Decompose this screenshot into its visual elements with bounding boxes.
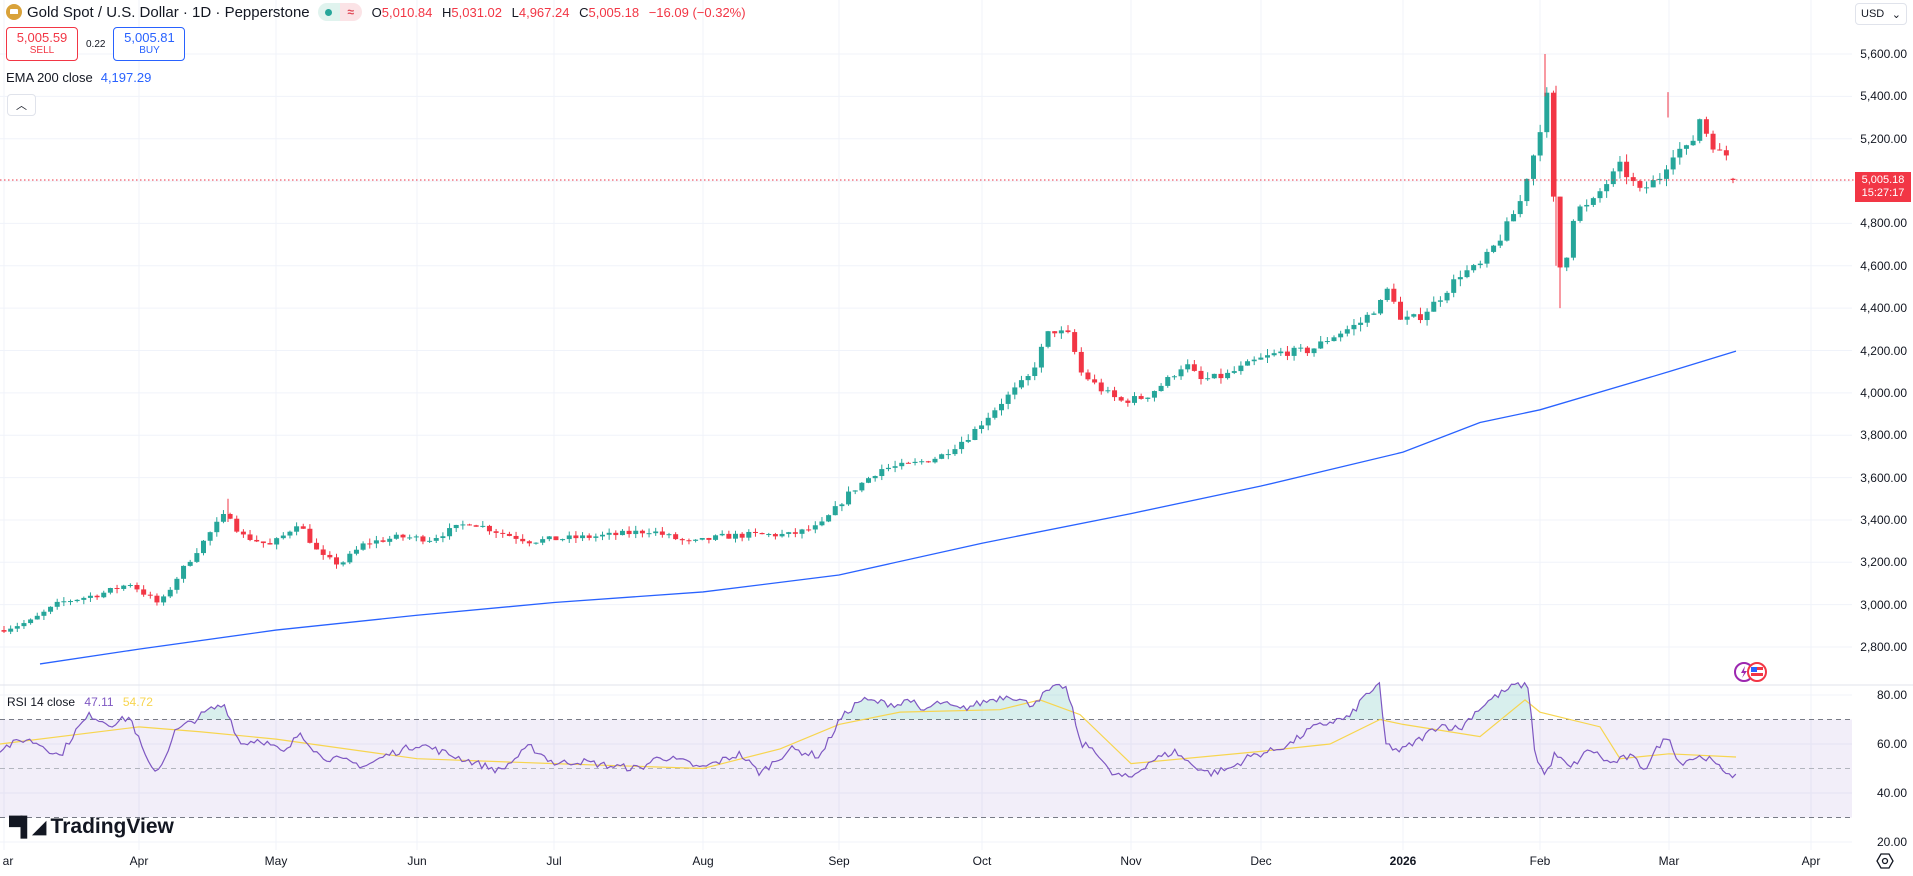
rsi-overbought-fill: [0, 682, 1736, 720]
time-axis-label: Feb: [1529, 854, 1551, 868]
chevron-down-icon: ⌄: [1891, 8, 1901, 21]
change-value: −16.09 (−0.32%): [648, 4, 746, 20]
settings-icon[interactable]: [1876, 852, 1894, 870]
time-axis-label: Sep: [828, 854, 850, 868]
price-axis-label: 5,600.00: [1860, 47, 1907, 61]
price-axis-label: 3,000.00: [1860, 597, 1907, 612]
buy-button[interactable]: 5,005.81 BUY: [113, 27, 186, 61]
time-axis-label: Oct: [972, 854, 992, 868]
price-axis-label: 4,400.00: [1860, 301, 1907, 316]
time-axis-label: May: [264, 854, 288, 868]
approx-icon: ≈: [339, 3, 362, 21]
price-axis-label: 3,200.00: [1860, 555, 1907, 570]
price-axis-label: 3,600.00: [1860, 470, 1907, 485]
currency-label: USD: [1861, 8, 1885, 20]
time-axis-label: Jul: [546, 854, 562, 868]
time-axis-label: Mar: [1658, 854, 1680, 868]
sell-label: SELL: [29, 45, 55, 56]
rsi-label: RSI 14 close: [7, 695, 76, 709]
tradingview-logo[interactable]: ▀▌◢ TradingView: [9, 815, 174, 839]
rsi-band: [0, 719, 1852, 818]
price-axis-label: 3,400.00: [1860, 512, 1907, 527]
price-axis-label: 5,200.00: [1860, 131, 1907, 146]
last-price-tag: 5,005.18 15:27:17: [1855, 172, 1911, 202]
time-axis-label: Aug: [692, 854, 714, 868]
price-axis-label: 4,600.00: [1860, 258, 1907, 273]
low-value: 4,967.24: [518, 4, 570, 20]
sell-button[interactable]: 5,005.59 SELL: [6, 27, 78, 61]
symbol-title[interactable]: Gold Spot / U.S. Dollar · 1D · Peppersto…: [27, 3, 310, 21]
time-axis-label: ar: [2, 854, 14, 868]
ohlc-values: O5,010.84 H5,031.02 L4,967.24 C5,005.18 …: [371, 4, 746, 20]
currency-dropdown[interactable]: USD ⌄: [1855, 3, 1907, 25]
price-axis-label: 4,200.00: [1860, 343, 1907, 358]
high-value: 5,031.02: [451, 4, 502, 20]
collapse-legend-button[interactable]: ︿: [7, 94, 36, 116]
time-axis-label: Apr: [129, 854, 149, 868]
chevron-up-icon: ︿: [16, 100, 27, 112]
rsi-axis-label: 40.00: [1876, 786, 1907, 800]
rsi-line: [0, 681, 1737, 779]
last-price: 5,005.18: [1861, 174, 1905, 186]
ema-value: 4,197.29: [100, 70, 152, 85]
close-value: 5,005.18: [588, 4, 640, 20]
gold-bar-icon: [6, 4, 22, 20]
price-axis-label: 4,800.00: [1860, 216, 1907, 231]
trade-buttons: 5,005.59 SELL 0.22 5,005.81 BUY: [6, 27, 186, 61]
rsi-axis-label: 60.00: [1876, 737, 1907, 751]
bar-countdown: 15:27:17: [1861, 187, 1905, 199]
price-axis-label: 5,400.00: [1860, 89, 1907, 104]
rsi-axis-label: 20.00: [1876, 835, 1907, 849]
tradingview-mark-icon: ▀▌◢: [9, 816, 47, 838]
rsi-value: 47.11: [84, 695, 114, 709]
symbol-legend[interactable]: Gold Spot / U.S. Dollar · 1D · Peppersto…: [6, 3, 752, 21]
rsi-legend[interactable]: RSI 14 close 47.11 54.72: [7, 695, 153, 709]
rsi-ma-value: 54.72: [122, 695, 153, 709]
ema-200-line: [39, 350, 1737, 665]
market-status-pill[interactable]: ≈: [317, 3, 362, 21]
tradingview-logo-text: TradingView: [50, 815, 174, 838]
price-axis-label: 3,800.00: [1860, 428, 1907, 443]
rsi-axis-label: 80.00: [1876, 688, 1907, 702]
buy-label: BUY: [139, 45, 160, 56]
time-axis-label: Nov: [1120, 854, 1142, 868]
spread-value: 0.22: [86, 38, 106, 50]
time-axis-label: Dec: [1250, 854, 1272, 868]
buy-price: 5,005.81: [124, 30, 175, 45]
ema-legend[interactable]: EMA 200 close 4,197.29: [6, 70, 151, 85]
price-axis-label: 2,800.00: [1860, 640, 1907, 654]
open-value: 5,010.84: [381, 4, 433, 20]
ema-label: EMA 200 close: [6, 70, 93, 85]
sell-price: 5,005.59: [16, 30, 68, 45]
time-axis-label: Apr: [1801, 854, 1821, 868]
time-axis-label: Jun: [407, 854, 427, 868]
candlestick-series: [1, 87, 1736, 635]
us-flag-event-icon[interactable]: [1747, 662, 1767, 682]
time-axis-label: 2026: [1389, 854, 1417, 868]
economic-events[interactable]: [1733, 661, 1775, 683]
market-open-dot-icon: [325, 8, 333, 16]
price-axis-label: 4,000.00: [1860, 385, 1907, 400]
rsi-ma-line: [0, 699, 1737, 770]
